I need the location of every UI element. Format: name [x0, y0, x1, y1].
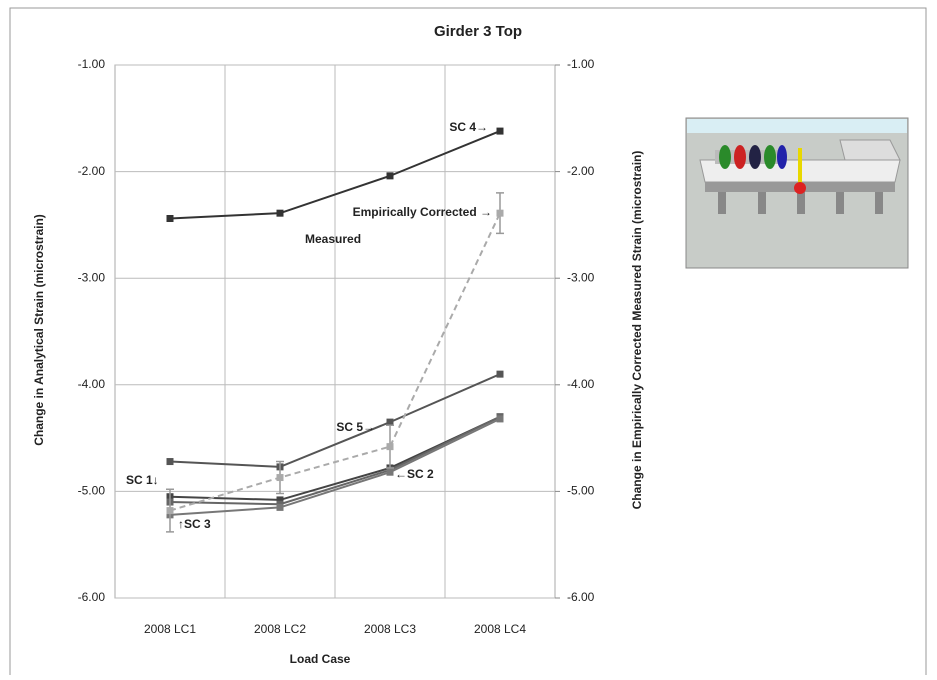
y-tick-label: -4.00 [78, 377, 106, 391]
point-marker [386, 443, 394, 451]
bridge-inset [685, 117, 909, 269]
point-marker [386, 468, 394, 476]
y2-axis-label: Change in Empirically Corrected Measured… [630, 151, 644, 510]
x-tick-label: 2008 LC2 [254, 622, 306, 636]
point-marker [496, 209, 504, 217]
y2-tick-label: -1.00 [567, 57, 595, 71]
x-axis-label: Load Case [290, 652, 351, 666]
point-marker [496, 370, 504, 378]
y2-tick-label: -4.00 [567, 377, 595, 391]
y2-tick-label: -5.00 [567, 484, 595, 498]
y-tick-label: -2.00 [78, 164, 106, 178]
annotation: SC 4→ [449, 120, 488, 134]
point-marker [386, 172, 394, 180]
series-line [169, 418, 501, 516]
annotation: ←SC 2 [395, 467, 434, 481]
y2-tick-label: -6.00 [567, 590, 595, 604]
point-marker [386, 418, 394, 426]
y-tick-label: -5.00 [78, 484, 106, 498]
x-tick-label: 2008 LC3 [364, 622, 416, 636]
annotation: ↑SC 3 [178, 517, 211, 531]
point-marker [166, 507, 174, 515]
frame [9, 7, 927, 680]
point-marker [496, 415, 504, 423]
y-axis-label: Change in Analytical Strain (microstrain… [32, 214, 46, 446]
series-line [169, 130, 501, 220]
annotation: SC 1↓ [126, 473, 159, 487]
point-marker [276, 503, 284, 511]
y-tick-label: -6.00 [78, 590, 106, 604]
series-line [169, 415, 501, 506]
point-marker [496, 127, 504, 135]
series-line [169, 373, 501, 468]
annotation: Empirically Corrected → [353, 205, 492, 219]
y-tick-label: -1.00 [78, 57, 106, 71]
point-marker [276, 474, 284, 482]
y2-tick-label: -2.00 [567, 164, 595, 178]
point-marker [166, 215, 174, 223]
x-tick-label: 2008 LC1 [144, 622, 196, 636]
series-line [169, 212, 501, 512]
annotation: Measured [305, 232, 361, 246]
y2-tick-label: -3.00 [567, 270, 595, 284]
y-tick-label: -3.00 [78, 270, 106, 284]
point-marker [276, 209, 284, 217]
chart-title: Girder 3 Top [434, 23, 522, 40]
annotation: SC 5→ [336, 420, 375, 434]
point-marker [276, 496, 284, 504]
point-marker [166, 458, 174, 466]
x-tick-label: 2008 LC4 [474, 622, 526, 636]
